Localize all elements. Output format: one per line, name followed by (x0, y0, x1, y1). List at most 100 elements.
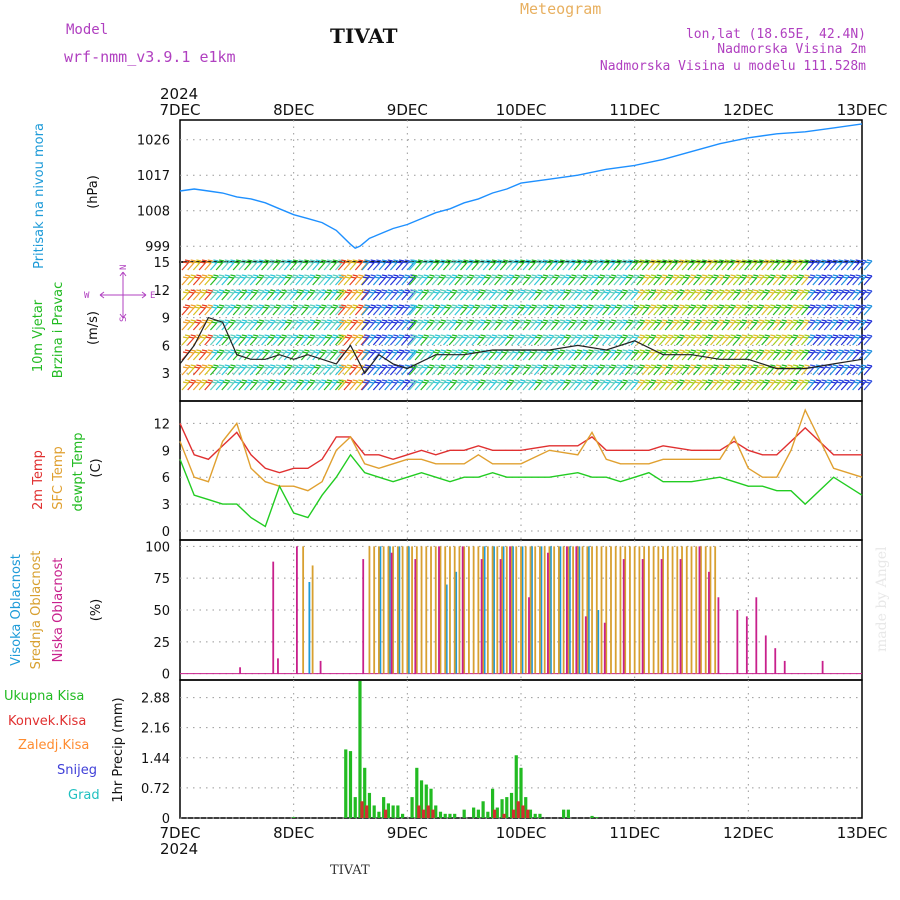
bar-niska-oblacnost (708, 571, 710, 674)
bar-konvek-kisa (526, 809, 530, 818)
temp-unit: (C) (89, 458, 104, 477)
low-cloud-title: Niska Oblacnost (51, 558, 66, 663)
elevation-label: Nadmorska Visina 2m (717, 42, 866, 57)
bar-visoka-oblacnost (483, 546, 486, 674)
bar-niska-oblacnost (745, 616, 748, 674)
top-day-label: 9DEC (387, 101, 428, 119)
bar-niska-oblacnost (272, 561, 275, 674)
precip-snow-label: Snijeg (57, 763, 97, 778)
bottom-day-label: 7DEC (159, 824, 200, 842)
top-day-label: 8DEC (273, 101, 314, 119)
y-tick-label: 1017 (137, 169, 170, 184)
bar-ukupna-kisa (292, 817, 296, 818)
pressure-panel: 999 1008 1017 1026 (137, 119, 863, 263)
y-tick-label: 1.44 (141, 752, 170, 767)
bottom-day-label: 13DEC (837, 824, 888, 842)
bottom-day-label: 12DEC (723, 824, 774, 842)
bar-konvek-kisa (384, 809, 388, 818)
bar-niska-oblacnost (390, 552, 393, 674)
bar-srednja-oblacnost (714, 546, 717, 674)
model-elevation-label: Nadmorska Visina u modelu 111.528m (600, 59, 866, 74)
bar-srednja-oblacnost (534, 546, 537, 674)
bar-srednja-oblacnost (704, 546, 707, 674)
wind-barb (863, 259, 873, 271)
bar-visoka-oblacnost (512, 546, 514, 674)
bar-ukupna-kisa (382, 797, 386, 818)
y-tick-label: 15 (153, 256, 170, 271)
compass-arrows (99, 271, 147, 319)
wind-barb (863, 274, 873, 286)
precip-conv-label: Konvek.Kisa (8, 714, 86, 729)
bar-niska-oblacnost (547, 552, 549, 674)
bar-srednja-oblacnost (539, 546, 541, 674)
wind-title: 10m Vjetar (31, 299, 46, 372)
bar-srednja-oblacnost (515, 546, 518, 674)
precip-unit: 1hr Precip (mm) (111, 697, 126, 802)
bar-visoka-oblacnost (445, 584, 448, 674)
bar-ukupna-kisa (372, 805, 376, 818)
bar-ukupna-kisa (410, 797, 414, 818)
bar-visoka-oblacnost (308, 582, 311, 674)
bar-visoka-oblacnost (540, 546, 543, 674)
bar-ukupna-kisa (377, 811, 381, 818)
bar-ukupna-kisa (566, 809, 570, 818)
bar-srednja-oblacnost (666, 546, 669, 674)
bar-srednja-oblacnost (614, 546, 617, 674)
wind-barb (863, 379, 873, 391)
bar-srednja-oblacnost (581, 546, 584, 674)
bar-konvek-kisa (521, 805, 525, 818)
compass-e: E (150, 291, 155, 301)
bar-srednja-oblacnost (595, 546, 598, 674)
bar-konvek-kisa (431, 809, 435, 818)
bar-srednja-oblacnost (557, 546, 560, 674)
y-tick-label: 12 (153, 284, 170, 299)
lonlat-label: lon,lat (18.65E, 42.4N) (686, 27, 866, 42)
bar-ukupna-kisa (344, 749, 348, 818)
wind-unit: (m/s) (86, 311, 101, 345)
wind-barb (863, 349, 873, 361)
wind-barb (360, 289, 370, 301)
precip-panel: 0 0.72 1.44 2.16 2.88 (141, 679, 863, 827)
bottom-day-label: 9DEC (387, 824, 428, 842)
y-tick-label: 75 (153, 572, 170, 587)
bar-ukupna-kisa (500, 799, 504, 818)
bar-ukupna-kisa (495, 807, 499, 818)
bar-niska-oblacnost (660, 559, 663, 674)
bar-srednja-oblacnost (396, 546, 399, 674)
cloud-panel: 0 25 50 75 100 (145, 539, 863, 683)
bar-ukupna-kisa (453, 813, 457, 818)
bar-ukupna-kisa (358, 681, 362, 818)
y-tick-label: 6 (162, 339, 170, 354)
bar-srednja-oblacnost (562, 546, 565, 674)
top-day-label: 12DEC (723, 101, 774, 119)
bar-ukupna-kisa (386, 803, 390, 818)
bar-srednja-oblacnost (638, 546, 641, 674)
bar-ukupna-kisa (476, 809, 480, 818)
bar-ukupna-kisa (509, 792, 514, 818)
top-day-labels: 7DEC 8DEC 9DEC 10DEC 11DEC 12DEC 13DEC (159, 101, 887, 119)
bar-srednja-oblacnost (411, 546, 413, 674)
top-day-label: 7DEC (159, 101, 200, 119)
bar-ukupna-kisa (538, 813, 542, 818)
bar-srednja-oblacnost (378, 546, 380, 674)
bar-srednja-oblacnost (529, 546, 532, 674)
bar-srednja-oblacnost (382, 546, 385, 674)
bar-niska-oblacnost (480, 559, 483, 674)
bar-niska-oblacnost (239, 667, 241, 674)
bar-ukupna-kisa (438, 811, 443, 818)
bar-srednja-oblacnost (453, 546, 456, 674)
y-tick-label: 100 (145, 540, 170, 555)
bar-niska-oblacnost (821, 660, 824, 674)
bottom-day-label: 10DEC (496, 824, 547, 842)
sfc-title: SFC Temp (51, 446, 66, 510)
bar-srednja-oblacnost (491, 546, 494, 674)
mid-cloud-title: Srednja Oblacnost (29, 551, 44, 670)
watermark: made by Angel (874, 546, 890, 652)
bar-ukupna-kisa (419, 780, 424, 818)
series-line-brzina (179, 316, 863, 375)
bar-srednja-oblacnost (657, 546, 660, 674)
bar-niska-oblacnost (438, 546, 440, 674)
y-tick-label: 0 (162, 812, 170, 827)
pressure-unit: (hPa) (86, 175, 101, 209)
bar-srednja-oblacnost (434, 546, 437, 674)
